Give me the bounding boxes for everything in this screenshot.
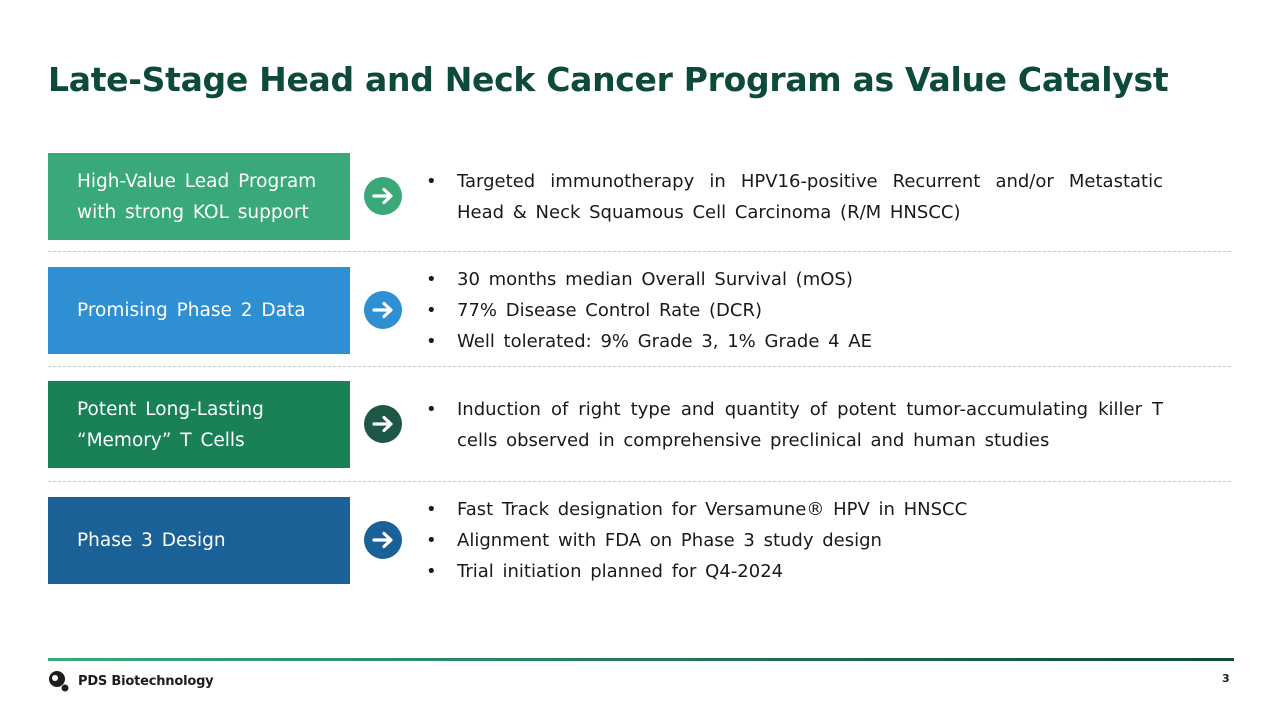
arrow-icon: [364, 405, 402, 443]
bullet-item: Well tolerated: 9% Grade 3, 1% Grade 4 A…: [426, 326, 1163, 357]
arrow-icon: [364, 177, 402, 215]
separator: [48, 251, 1231, 252]
separator: [48, 481, 1231, 482]
bullet-item: Targeted immunotherapy in HPV16-positive…: [426, 166, 1163, 228]
bullet-item: 77% Disease Control Rate (DCR): [426, 295, 1163, 326]
bullet-item: Fast Track designation for Versamune® HP…: [426, 494, 1163, 525]
program-row: Promising Phase 2 Data 30 months median O…: [48, 264, 1233, 357]
footer-line: [48, 658, 1234, 661]
bullet-item: 30 months median Overall Survival (mOS): [426, 264, 1163, 295]
row-label: Potent Long-Lasting “Memory” T Cells: [48, 381, 350, 468]
bullet-list: 30 months median Overall Survival (mOS)7…: [426, 264, 1163, 357]
arrow-icon: [364, 521, 402, 559]
row-label: High-Value Lead Program with strong KOL …: [48, 153, 350, 240]
bullet-item: Induction of right type and quantity of …: [426, 394, 1163, 456]
bullet-list: Targeted immunotherapy in HPV16-positive…: [426, 153, 1163, 240]
row-label: Phase 3 Design: [48, 497, 350, 584]
separator: [48, 366, 1231, 367]
bullet-list: Induction of right type and quantity of …: [426, 381, 1163, 468]
page-number: 3: [1222, 672, 1230, 685]
logo-icon: [49, 671, 69, 692]
program-row: Potent Long-Lasting “Memory” T Cells Indu…: [48, 381, 1233, 468]
bullet-item: Trial initiation planned for Q4-2024: [426, 556, 1163, 587]
logo: PDS Biotechnology: [48, 670, 214, 692]
arrow-icon: [364, 291, 402, 329]
program-row: Phase 3 Design Fast Track designation for…: [48, 494, 1233, 587]
program-row: High-Value Lead Program with strong KOL …: [48, 153, 1233, 240]
company-name: PDS Biotechnology: [78, 673, 214, 689]
bullet-list: Fast Track designation for Versamune® HP…: [426, 494, 1163, 587]
bullet-item: Alignment with FDA on Phase 3 study desi…: [426, 525, 1163, 556]
row-label: Promising Phase 2 Data: [48, 267, 350, 354]
slide-title: Late-Stage Head and Neck Cancer Program …: [48, 60, 1169, 99]
